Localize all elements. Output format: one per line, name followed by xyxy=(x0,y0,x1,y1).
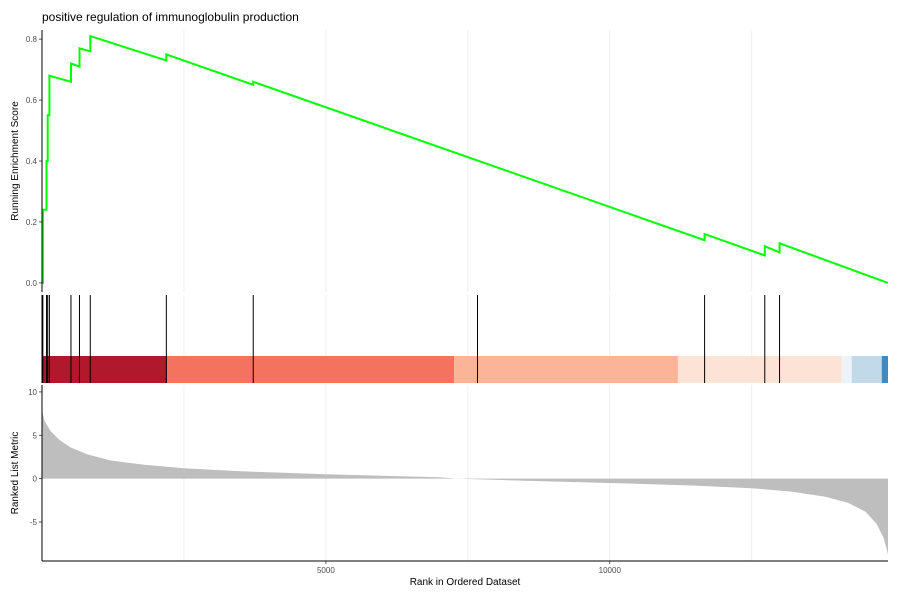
y1-tick-label: 0.2 xyxy=(26,218,38,227)
hit-bands-panel xyxy=(42,295,888,383)
rank-band xyxy=(454,356,678,383)
axes-layer: 0.0 0.2 0.4 0.6 0.8 -5 0 5 10 5000 10000 xyxy=(26,30,888,575)
y1-tick-label: 0.0 xyxy=(26,279,38,288)
x-tick-label: 5000 xyxy=(317,566,335,575)
y3-tick-label: 10 xyxy=(28,388,37,397)
y3-tick-label: -5 xyxy=(30,518,38,527)
running-score-panel xyxy=(41,34,889,284)
y3-tick-label: 0 xyxy=(33,475,38,484)
y1-tick-label: 0.8 xyxy=(26,35,38,44)
x-tick-label: 10000 xyxy=(599,566,622,575)
y-axis-title-ranked-metric: Ranked List Metric xyxy=(10,432,21,515)
rank-band xyxy=(881,356,888,383)
ranked-metric-panel xyxy=(42,411,888,555)
rank-band xyxy=(42,356,167,383)
rank-band xyxy=(841,356,852,383)
x-axis-title: Rank in Ordered Dataset xyxy=(410,577,521,588)
running-score-line xyxy=(41,34,889,284)
y-axis-title-running-score: Running Enrichment Score xyxy=(10,101,21,221)
y1-tick-label: 0.4 xyxy=(26,157,38,166)
rank-band xyxy=(166,356,455,383)
plot-title: positive regulation of immunoglobulin pr… xyxy=(42,10,299,24)
rank-band xyxy=(851,356,882,383)
y1-tick-label: 0.6 xyxy=(26,96,38,105)
rank-band xyxy=(677,356,842,383)
ranked-metric-area xyxy=(42,411,888,555)
y3-tick-label: 5 xyxy=(33,431,38,440)
